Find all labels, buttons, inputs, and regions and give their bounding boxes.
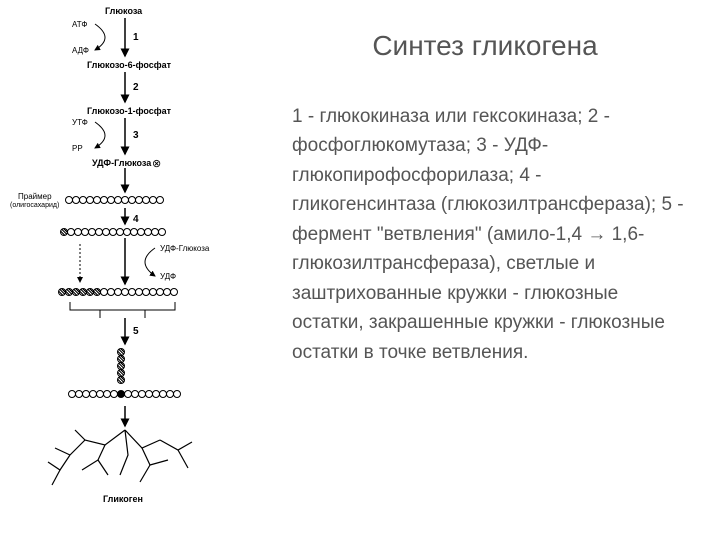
cofactor-adp: АДФ <box>72 46 89 55</box>
primer-label: Праймер <box>18 192 52 201</box>
primer-row <box>65 196 163 204</box>
cofactor-utp: УТФ <box>72 118 88 127</box>
cofactor-udp-glucose: УДФ-Глюкоза <box>160 244 209 253</box>
metabolite-glycogen: Гликоген <box>103 494 143 504</box>
metabolite-udp-glucose: УДФ-Глюкоза <box>92 158 151 168</box>
step-2: 2 <box>133 82 139 93</box>
cofactor-udp: УДФ <box>160 272 176 281</box>
branch-horiz <box>68 390 180 398</box>
cofactor-atp: АТФ <box>72 20 87 29</box>
chain2 <box>58 288 177 296</box>
step-3: 3 <box>133 130 139 141</box>
chain1 <box>60 228 165 236</box>
metabolite-g1p: Глюкозо-1-фосфат <box>87 106 171 116</box>
metabolite-glucose: Глюкоза <box>105 6 142 16</box>
cofactor-pp: PP <box>72 144 83 153</box>
metabolite-g6p: Глюкозо-6-фосфат <box>87 60 171 70</box>
step-4: 4 <box>133 214 139 225</box>
step-5: 5 <box>133 326 139 337</box>
primer-sub: (олигосахарид) <box>10 202 59 209</box>
content-panel: Синтез гликогена 1 - глюкокиназа или гек… <box>260 0 720 540</box>
slide-title: Синтез гликогена <box>280 30 690 62</box>
diagram-panel: Глюкоза АТФ 1 АДФ Глюкозо-6-фосфат 2 Глю… <box>0 0 250 540</box>
legend-text: 1 - глюкокиназа или гексокиназа; 2 - фос… <box>280 102 690 367</box>
pathway-svg <box>0 0 250 540</box>
branch-vert <box>117 348 124 383</box>
hatched-symbol: ⊗ <box>152 157 161 170</box>
step-1: 1 <box>133 32 139 43</box>
